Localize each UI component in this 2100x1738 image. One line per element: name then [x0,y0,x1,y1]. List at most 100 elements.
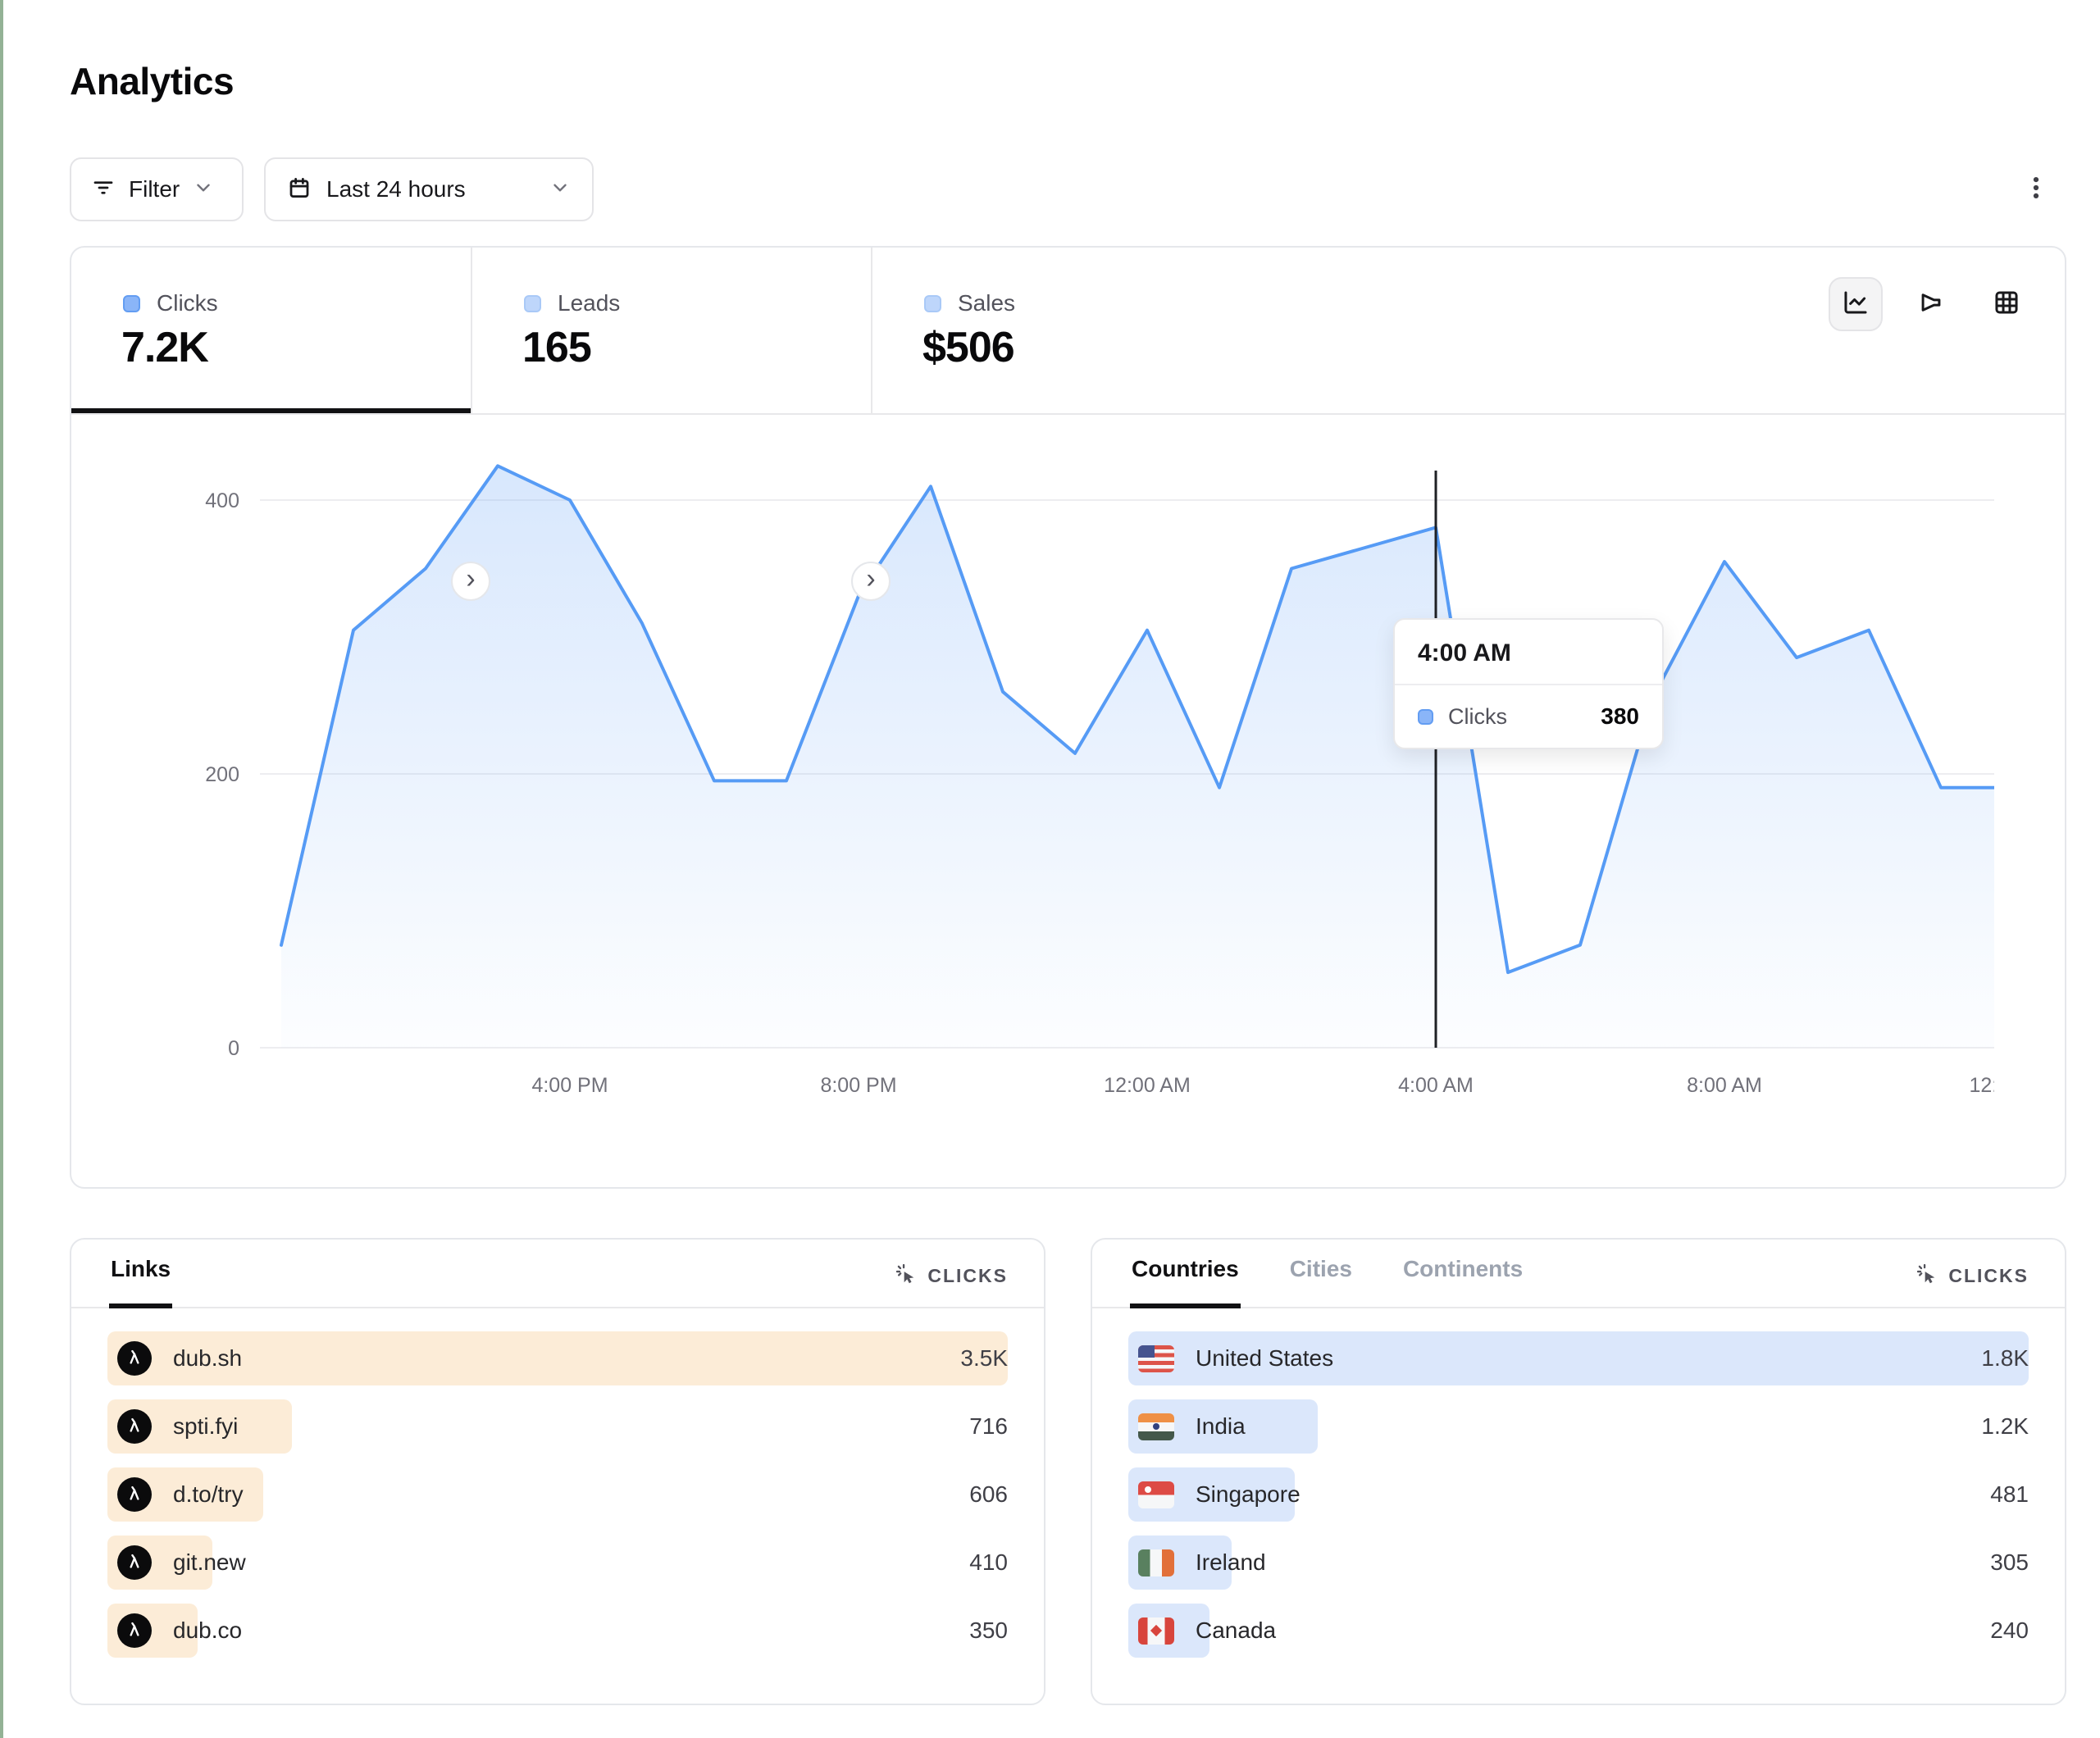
link-bar[interactable]: dub.co [107,1604,242,1658]
stat-tab-leads[interactable]: Leads 165 [472,248,871,413]
x-axis-tick-label: 4:00 PM [531,1074,608,1097]
stat-divider [871,248,872,413]
links-metric-label: CLICKS [927,1265,1008,1286]
flag-ca-icon [1138,1617,1174,1645]
country-name: Canada [1196,1617,1277,1643]
country-value: 1.2K [1981,1413,2029,1439]
dub-logo-icon [117,1545,152,1580]
leads-legend-chip [524,294,541,312]
countries-panel: Countries Cities Continents CLICKS United … [1091,1238,2066,1705]
countries-panel-header: Countries Cities Continents CLICKS [1092,1240,2065,1308]
stat-divider [471,248,472,413]
y-axis-tick-label: 200 [205,763,239,786]
flag-sg-icon [1138,1481,1174,1508]
x-axis-tick-label: 12:00 AM [1104,1074,1191,1097]
countries-tab-cities[interactable]: Cities [1289,1256,1352,1281]
country-value: 481 [1990,1481,2029,1507]
funnel-view-button[interactable] [1904,277,1958,331]
link-bar[interactable]: spti.fyi [107,1399,293,1454]
stat-tab-sales[interactable]: Sales $506 [872,248,1271,413]
link-name: dub.sh [173,1345,243,1371]
countries-tab-continents[interactable]: Continents [1402,1256,1524,1281]
link-value: 350 [969,1617,1008,1643]
clicks-legend-chip [123,294,140,312]
link-name: git.new [173,1549,246,1575]
country-bar[interactable]: Singapore [1128,1467,1301,1522]
tooltip-time: 4:00 AM [1395,620,1662,685]
tooltip-series-label: Clicks [1448,703,1507,729]
stat-tab-clicks[interactable]: Clicks 7.2K [71,248,471,415]
country-bar[interactable]: Ireland [1128,1536,1266,1590]
clicks-stat-value: 7.2K [121,324,209,371]
y-axis-tick-label: 400 [205,489,239,512]
link-bar[interactable]: git.new [107,1536,246,1590]
link-value: 716 [969,1413,1008,1439]
sales-legend-chip [924,294,941,312]
link-bar[interactable]: dub.sh [107,1331,1008,1385]
link-name: d.to/try [173,1481,244,1507]
next-stat-chevron-button[interactable]: › [451,562,490,601]
country-bar[interactable]: India [1128,1399,1318,1454]
country-row: Singapore 481 [1128,1467,2029,1522]
country-row: Ireland 305 [1128,1536,2029,1590]
stats-chart-divider [71,413,2065,415]
filter-button[interactable]: Filter [70,157,244,221]
kebab-menu-button[interactable] [2007,161,2065,218]
line-chart-icon [1842,289,1870,321]
y-axis-tick-label: 0 [228,1037,239,1060]
countries-metric[interactable]: CLICKS [1916,1263,2029,1290]
country-value: 240 [1990,1617,2029,1643]
calendar-icon [287,175,312,204]
links-panel-header: Links CLICKS [71,1240,1044,1308]
x-axis-tick-label: 4:00 AM [1398,1074,1474,1097]
next-stat-chevron-button[interactable]: › [851,562,891,601]
countries-metric-label: CLICKS [1948,1265,2029,1286]
links-metric[interactable]: CLICKS [895,1263,1008,1290]
country-name: United States [1196,1345,1334,1371]
table-view-button[interactable] [1979,277,2034,331]
cursor-click-icon [1916,1263,1938,1290]
line-chart-view-button[interactable] [1829,277,1883,331]
country-row: India 1.2K [1128,1399,2029,1454]
clicks-stat-label: Clicks [157,290,218,316]
link-row: git.new 410 [107,1536,1008,1590]
link-row: dub.co 350 [107,1604,1008,1658]
flag-us-icon [1138,1344,1174,1372]
country-name: India [1196,1413,1246,1439]
cursor-click-icon [895,1263,918,1290]
date-range-button[interactable]: Last 24 hours [264,157,594,221]
country-value: 1.8K [1981,1345,2029,1371]
chevron-down-icon [549,177,571,202]
countries-tab-countries[interactable]: Countries [1130,1236,1241,1308]
x-axis-tick-label: 12:00 PM [1969,1074,1994,1097]
country-name: Singapore [1196,1481,1301,1507]
country-bar[interactable]: Canada [1128,1604,1276,1658]
window-edge-accent [0,0,3,1738]
clicks-area-chart[interactable]: 0 200 400 4:00 PM 8:00 PM 12:00 AM 4:00 AM 8:00… [84,441,1994,1105]
tooltip-legend-chip [1418,708,1433,725]
country-name: Ireland [1196,1549,1266,1575]
link-name: dub.co [173,1617,243,1643]
links-tab-links[interactable]: Links [109,1236,173,1308]
link-bar[interactable]: d.to/try [107,1467,263,1522]
link-value: 410 [969,1549,1008,1575]
flag-ie-icon [1138,1549,1174,1576]
link-value: 3.5K [960,1345,1008,1371]
dub-logo-icon [117,1613,152,1648]
link-row: spti.fyi 716 [107,1399,1008,1454]
dub-logo-icon [117,1341,152,1376]
sales-stat-value: $506 [922,324,1015,371]
active-stat-underline [71,408,471,415]
page-title: Analytics [70,60,235,102]
links-panel: Links CLICKS dub.sh 3.5K spti.fyi 716 d.to/t… [70,1238,1045,1705]
chevron-down-icon [193,177,214,202]
link-row: d.to/try 606 [107,1467,1008,1522]
country-bar[interactable]: United States [1128,1331,2029,1385]
country-row: Canada 240 [1128,1604,2029,1658]
chart-tooltip: 4:00 AM Clicks 380 [1393,618,1664,749]
analytics-card: Clicks 7.2K Leads 165 Sales $506 › › [70,246,2066,1189]
grid-table-icon [1993,289,2020,321]
sales-stat-label: Sales [958,290,1016,316]
filter-icon [91,175,116,204]
